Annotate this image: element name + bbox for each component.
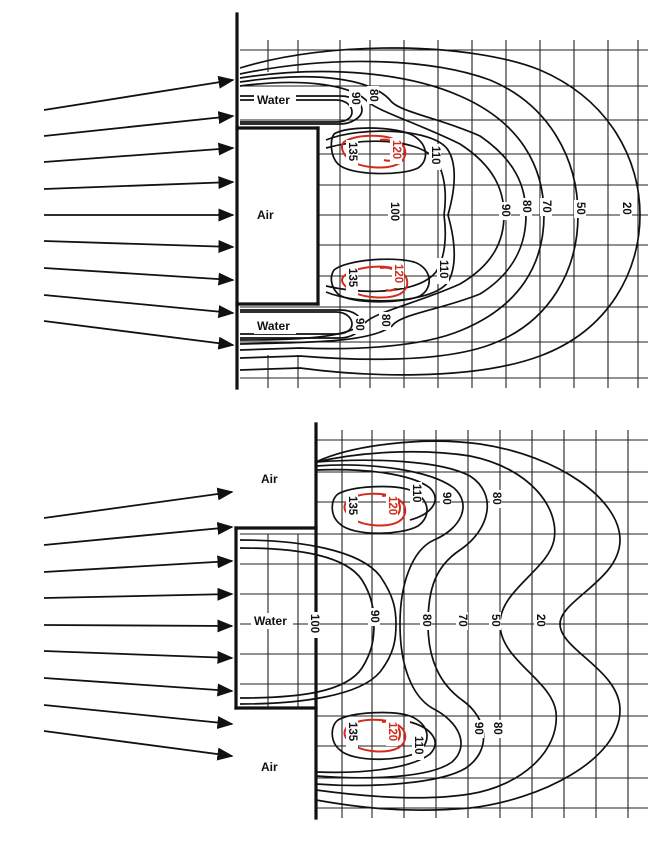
bottom-label-80-lower: 80 — [491, 722, 503, 735]
bottom-panel: Air Water Air 135 120 110 90 80 100 90 8… — [43, 422, 648, 820]
top-label-water-lower: Water — [257, 319, 290, 333]
top-grid — [240, 40, 648, 388]
bottom-label-90-lower: 90 — [472, 722, 484, 735]
top-label-120-upper: 120 — [390, 140, 402, 159]
top-label-90: 90 — [499, 204, 511, 217]
bottom-label-120-lower: 120 — [386, 722, 398, 741]
top-label-80: 80 — [520, 200, 532, 213]
top-label-80-lower: 80 — [379, 314, 391, 327]
top-incident-arrows — [43, 75, 235, 350]
top-label-90-upper: 90 — [349, 92, 361, 105]
top-label-water-upper: Water — [257, 93, 290, 107]
bottom-contour-labels: 135 120 110 90 80 100 90 80 70 50 20 135… — [308, 482, 546, 760]
bottom-label-70: 70 — [456, 614, 468, 627]
bottom-label-90-upper: 90 — [440, 492, 452, 505]
top-label-90-lower: 90 — [353, 318, 365, 331]
top-contour-labels: 90 80 135 120 110 100 90 80 70 50 20 135 — [346, 86, 632, 334]
bottom-label-water: Water — [254, 614, 287, 628]
bottom-label-80: 80 — [420, 614, 432, 627]
bottom-media-labels: Air Water Air — [251, 472, 293, 774]
top-label-50: 50 — [574, 202, 586, 215]
top-label-70: 70 — [540, 200, 552, 213]
bottom-label-135-lower: 135 — [346, 722, 358, 742]
bottom-label-20: 20 — [534, 614, 546, 627]
bottom-label-120-upper: 120 — [386, 496, 398, 515]
bottom-grid — [240, 430, 648, 818]
top-panel: Water Air Water 90 80 135 120 110 100 90… — [43, 12, 648, 390]
top-label-135-upper: 135 — [346, 142, 358, 162]
bottom-incident-arrows — [43, 487, 234, 761]
top-label-135-lower: 135 — [346, 268, 358, 288]
top-label-120-lower: 120 — [392, 264, 404, 283]
bottom-label-air-upper: Air — [261, 472, 278, 486]
top-label-air: Air — [257, 208, 274, 222]
top-boundaries — [235, 12, 320, 390]
bottom-label-110-upper: 110 — [410, 484, 422, 503]
bottom-label-90: 90 — [368, 610, 380, 623]
top-label-110-upper: 110 — [429, 146, 441, 165]
top-media-labels: Water Air Water — [254, 92, 296, 334]
top-label-80-upper: 80 — [367, 89, 379, 102]
top-label-110-lower: 110 — [437, 260, 449, 279]
bottom-label-135-upper: 135 — [346, 496, 358, 516]
bottom-label-80-upper: 80 — [490, 492, 502, 505]
bottom-label-air-lower: Air — [261, 760, 278, 774]
bottom-label-50: 50 — [489, 614, 501, 627]
bottom-label-100: 100 — [308, 614, 320, 633]
top-label-20: 20 — [620, 202, 632, 215]
bottom-label-110-lower: 110 — [412, 736, 424, 755]
top-label-100: 100 — [388, 202, 400, 221]
